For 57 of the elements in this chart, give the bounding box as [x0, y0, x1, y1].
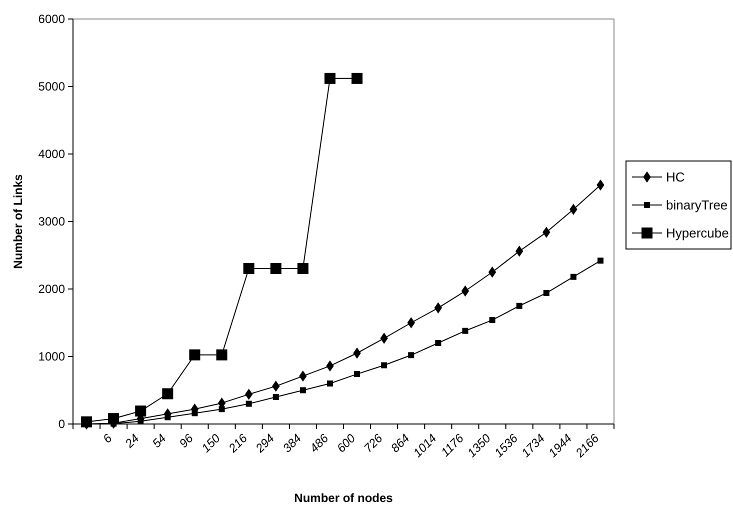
x-tick-label: 384 [280, 430, 304, 456]
point [243, 262, 254, 274]
point [461, 285, 470, 297]
point [244, 388, 253, 400]
x-tick-label: 24 [122, 430, 142, 452]
y-tick-label: 0 [58, 417, 66, 432]
x-tick-label: 216 [225, 430, 250, 456]
legend-label: binaryTree [666, 198, 728, 213]
y-tick-label: 2000 [38, 282, 66, 296]
x-tick-label: 864 [388, 430, 412, 456]
point [597, 258, 604, 264]
point [462, 328, 468, 334]
point [246, 400, 252, 407]
x-tick-label: 6 [100, 430, 115, 446]
point [162, 388, 174, 400]
point [216, 349, 228, 360]
point [81, 416, 92, 428]
point [300, 387, 306, 394]
point [270, 262, 282, 274]
x-axis-title: Number of nodes [294, 491, 394, 505]
x-tick-label: 486 [307, 430, 332, 456]
point [324, 72, 336, 84]
point [135, 406, 146, 417]
x-tick-label: 54 [149, 430, 169, 451]
y-tick-label: 5000 [38, 80, 66, 94]
point [272, 394, 279, 400]
point [489, 317, 496, 324]
point [515, 246, 524, 257]
point [218, 406, 225, 412]
point [352, 72, 363, 84]
legend-label: Hypercube [666, 226, 729, 241]
x-tick-label: 96 [176, 430, 196, 451]
x-tick-label: 294 [252, 430, 278, 456]
point [108, 413, 120, 424]
point [354, 371, 360, 378]
point [488, 266, 496, 278]
point [434, 302, 442, 314]
point [189, 349, 200, 360]
point [164, 414, 171, 420]
x-tick-label: 600 [334, 430, 358, 456]
point [543, 290, 550, 296]
y-axis-title: Number of Links [11, 174, 25, 269]
point [326, 380, 333, 386]
y-tick-label: 1000 [38, 350, 66, 364]
x-tick-label: 726 [361, 430, 386, 456]
x-tick-label: 150 [198, 430, 224, 456]
point [297, 262, 308, 274]
point [408, 352, 414, 358]
y-tick-label: 4000 [38, 147, 66, 162]
point [435, 340, 442, 346]
y-tick-label: 3000 [38, 214, 66, 229]
point [516, 302, 522, 309]
point [192, 410, 198, 416]
y-tick-label: 6000 [38, 12, 66, 26]
legend-label: HC [666, 170, 685, 185]
point [570, 274, 576, 280]
point [381, 362, 388, 368]
